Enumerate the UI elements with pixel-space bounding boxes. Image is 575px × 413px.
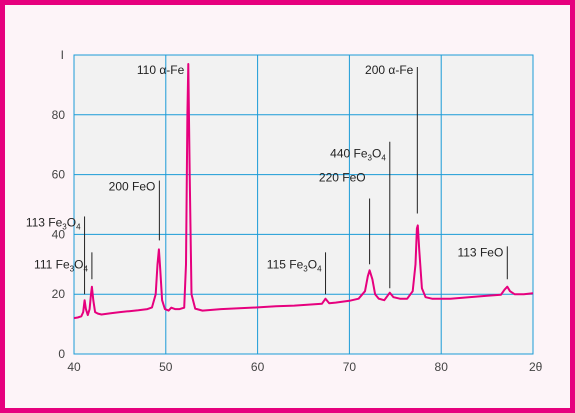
peak-index: 440 (330, 147, 353, 161)
phase-name: Fe (289, 257, 303, 271)
peak-annotation: 115 Fe3O4 (267, 252, 327, 295)
y-tick-label: 80 (52, 108, 66, 122)
phase-name: FeO (480, 245, 503, 259)
phase-name-oxygen: O (308, 257, 317, 271)
x-tick-label: 50 (159, 360, 173, 374)
y-tick-label: 40 (52, 227, 66, 241)
phase-subscript: 3 (368, 154, 373, 163)
tick-labels: 40 50 60 70 80 0 20 40 60 80 (52, 108, 449, 374)
grid (73, 55, 533, 355)
phase-name: FeO (132, 180, 155, 194)
peak-index: 115 (267, 257, 289, 271)
phase-name-oxygen: O (74, 257, 83, 271)
phase-name: Fe (48, 215, 62, 229)
peak-annotation: 113 Fe3O4 (26, 215, 86, 295)
peak-label: 440 Fe3O4 (330, 147, 386, 163)
peak-annotation: 440 Fe3O4 (330, 141, 391, 289)
x-axis-label: 2θ (529, 360, 543, 374)
peak-index: 220 (319, 171, 342, 185)
phase-subscript: 4 (317, 264, 322, 273)
phase-name-oxygen: O (67, 215, 76, 229)
diffraction-pattern-line (73, 63, 534, 320)
phase-subscript: 3 (62, 222, 67, 231)
peak-annotation: 200 FeO (109, 180, 160, 241)
phase-subscript: 3 (303, 264, 308, 273)
x-tick-label: 70 (343, 360, 357, 374)
phase-name: α-Fe (388, 63, 413, 77)
peak-annotation: 220 FeO (319, 171, 371, 265)
peak-label: 115 Fe3O4 (267, 257, 322, 273)
peak-index: 110 (137, 63, 159, 77)
y-tick-label: 60 (52, 168, 66, 182)
phase-subscript: 4 (381, 154, 386, 163)
phase-name: FeO (342, 171, 365, 185)
phase-name: Fe (354, 147, 368, 161)
peak-label: 110 α-Fe (137, 63, 185, 77)
peak-label: 220 FeO (319, 171, 366, 185)
peak-annotation: 113 FeO (457, 245, 508, 280)
peak-annotation: 111 Fe3O4 (34, 252, 93, 280)
peak-index: 200 (109, 180, 132, 194)
peak-index: 113 (26, 215, 48, 229)
phase-name-oxygen: O (372, 147, 381, 161)
y-axis-label: I (61, 48, 64, 62)
x-tick-label: 40 (67, 360, 81, 374)
x-tick-label: 80 (435, 360, 449, 374)
x-tick-label: 60 (251, 360, 265, 374)
peak-label: 113 Fe3O4 (26, 215, 81, 231)
phase-subscript: 4 (83, 264, 88, 273)
peak-label: 200 α-Fe (365, 63, 414, 77)
y-tick-label: 20 (52, 287, 66, 301)
phase-subscript: 3 (70, 264, 75, 273)
phase-name: α-Fe (159, 63, 184, 77)
peak-annotation: 200 α-Fe (365, 63, 418, 214)
peak-label: 113 FeO (457, 245, 503, 259)
peak-label: 111 Fe3O4 (34, 257, 88, 273)
phase-subscript: 4 (76, 222, 81, 231)
peak-index: 113 (457, 245, 479, 259)
peak-label: 200 FeO (109, 180, 156, 194)
phase-name: Fe (56, 257, 70, 271)
peak-index: 200 (365, 63, 388, 77)
peak-index: 111 (34, 257, 56, 271)
y-tick-label: 0 (58, 347, 65, 361)
peak-annotation: 110 α-Fe (137, 63, 185, 77)
